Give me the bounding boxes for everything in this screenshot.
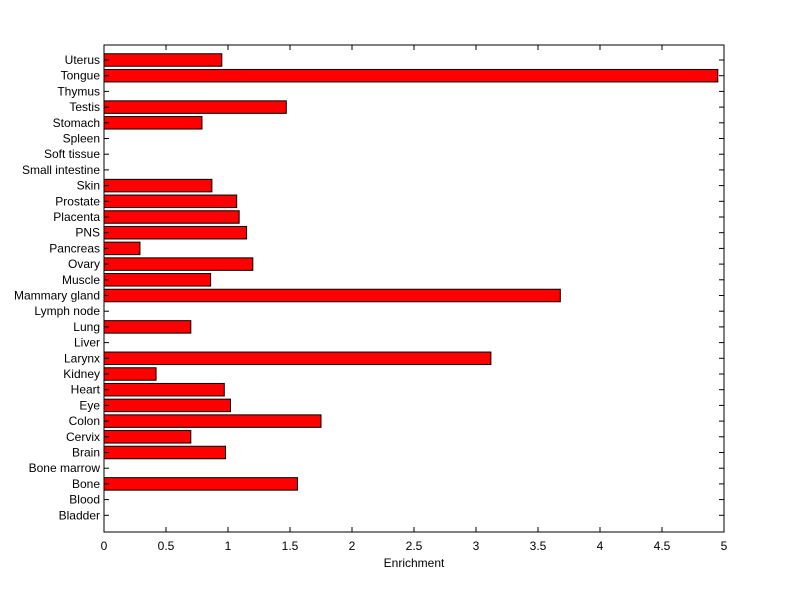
bar-colon — [103, 414, 322, 428]
y-tick-label: Thymus — [57, 84, 100, 98]
y-tick-label: Cervix — [66, 430, 100, 444]
x-tick-label: 4.5 — [654, 539, 671, 553]
y-tick-label: Liver — [74, 336, 100, 350]
bar-ovary — [103, 257, 254, 271]
bar-lung — [103, 320, 192, 334]
bar-tongue — [103, 68, 719, 83]
y-tick-label: Heart — [71, 383, 101, 397]
y-tick-label: Testis — [69, 100, 100, 114]
y-tick-label: Small intestine — [22, 163, 100, 177]
bar-mammary-gland — [103, 288, 561, 303]
x-tick-label: 3 — [473, 539, 480, 553]
bar-testis — [103, 100, 287, 114]
y-tick-label: Lymph node — [34, 304, 100, 318]
y-tick-label: Prostate — [55, 194, 100, 208]
plot-frame — [103, 44, 725, 533]
y-tick-label: Lung — [73, 320, 100, 334]
y-tick-label: Bladder — [59, 508, 100, 522]
bar-uterus — [103, 53, 223, 67]
y-tick-label: Skin — [77, 179, 100, 193]
y-tick-label: Tongue — [61, 69, 101, 83]
x-tick-label: 3.5 — [530, 539, 547, 553]
y-tick-label: Pancreas — [49, 241, 100, 255]
y-tick-label: Soft tissue — [44, 147, 100, 161]
bar-placenta — [103, 210, 240, 224]
y-tick-label: Brain — [72, 446, 100, 460]
y-tick-label: Kidney — [63, 367, 100, 381]
bar-brain — [103, 445, 227, 460]
bar-cervix — [103, 430, 192, 444]
y-tick-label: Muscle — [62, 273, 100, 287]
x-axis-title: Enrichment — [384, 556, 445, 570]
x-tick-label: 1.5 — [282, 539, 299, 553]
y-tick-label: Placenta — [53, 210, 100, 224]
y-tick-label: Bone marrow — [29, 461, 101, 475]
y-tick-label: Larynx — [64, 351, 100, 365]
y-tick-label: Ovary — [68, 257, 100, 271]
x-tick-label: 0.5 — [158, 539, 175, 553]
bar-skin — [103, 178, 213, 193]
bar-larynx — [103, 351, 492, 366]
bar-bone — [103, 477, 298, 491]
y-tick-label: Bone — [72, 477, 100, 491]
y-tick-label: Spleen — [63, 132, 100, 146]
y-tick-label: Colon — [69, 414, 100, 428]
bar-stomach — [103, 116, 203, 130]
x-tick-label: 0 — [101, 539, 108, 553]
y-tick-label: Stomach — [53, 116, 100, 130]
y-tick-label: Eye — [79, 398, 100, 412]
y-tick-label: Blood — [69, 493, 100, 507]
bar-eye — [103, 398, 231, 413]
bar-pancreas — [103, 241, 141, 256]
bar-kidney — [103, 367, 157, 381]
bar-pns — [103, 225, 248, 240]
x-tick-label: 4 — [597, 539, 604, 553]
x-tick-label: 2.5 — [406, 539, 423, 553]
x-tick-label: 5 — [721, 539, 728, 553]
y-tick-label: Uterus — [65, 53, 100, 67]
x-tick-label: 1 — [225, 539, 232, 553]
bar-prostate — [103, 194, 238, 209]
y-tick-label: Mammary gland — [14, 289, 100, 303]
bar-muscle — [103, 273, 212, 287]
bar-heart — [103, 382, 225, 397]
x-tick-label: 2 — [349, 539, 356, 553]
y-tick-label: PNS — [75, 226, 100, 240]
